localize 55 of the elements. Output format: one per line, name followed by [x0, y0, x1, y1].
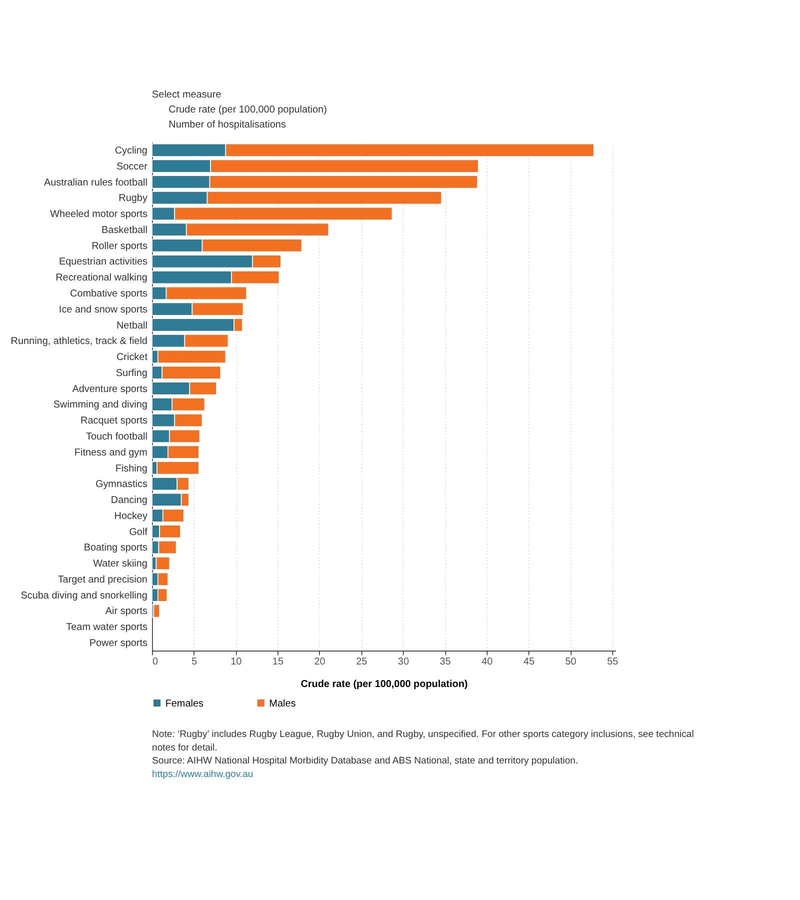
- y-tick-label: Dancing: [110, 495, 148, 506]
- text: Crude rate (per 100,000 population): [168, 104, 327, 116]
- y-tick-label: Roller sports: [92, 240, 148, 252]
- y-tick-label: Wheeled motor sports: [50, 209, 148, 220]
- bar: [153, 604, 160, 618]
- x-tick-label: 55: [607, 656, 619, 668]
- bar: [156, 556, 170, 570]
- y-tick-label: Ice and snow sports: [58, 304, 148, 316]
- y-tick-label: Fishing: [115, 463, 148, 474]
- y-tick-label: Cycling: [114, 145, 148, 156]
- source-note: Source: AIHW National Hospital Morbidity Database and ABS National, state and territory population.: [152, 756, 578, 767]
- x-tick-label: 30: [398, 656, 410, 668]
- y-tick-label: Cricket: [116, 352, 148, 364]
- y-tick-label: Swimming and diving: [53, 400, 148, 411]
- y-tick-label: Target and precision: [58, 574, 148, 586]
- y-tick-label: Boating sports: [84, 542, 148, 554]
- legend-label: Females: [165, 698, 204, 710]
- y-tick-label: Hockey: [114, 510, 148, 522]
- y-tick-label: Air sports: [105, 606, 148, 618]
- y-tick-label: Fitness and gym: [74, 447, 148, 458]
- y-tick-label: Adventure sports: [72, 384, 148, 395]
- x-tick-label: 25: [356, 656, 368, 668]
- text: Number of hospitalisations: [168, 119, 286, 130]
- x-tick-label: 20: [314, 656, 326, 668]
- y-tick-label: Scuba diving and snorkelling: [20, 590, 148, 602]
- x-tick-label: 0: [152, 656, 158, 668]
- x-tick-label: 45: [523, 656, 535, 668]
- x-tick-label: 10: [230, 656, 242, 668]
- x-tick-label: 15: [272, 656, 284, 668]
- x-tick-label: 50: [565, 656, 577, 668]
- legend-label: Males: [269, 698, 296, 710]
- y-tick-label: Equestrian activities: [58, 256, 148, 268]
- y-tick-label: Golf: [129, 526, 148, 538]
- x-tick-label: 40: [482, 656, 494, 668]
- y-tick-label: Racquet sports: [80, 416, 148, 427]
- text: Note: ‘Rugby’ includes Rugby League, Rugby Union, and Rugby, unspecified. For other sports category inclusions, see technical notes for detail.: [152, 729, 694, 754]
- x-tick-label: 35: [440, 656, 452, 668]
- y-tick-label: Recreational walking: [56, 272, 148, 284]
- y-tick-label: Rugby: [118, 193, 148, 204]
- x-axis-title: Crude rate (per 100,000 population): [300, 678, 468, 690]
- y-tick-label: Soccer: [116, 161, 148, 172]
- text: https://www.aihw.gov.au: [152, 768, 254, 780]
- y-tick-label: Australian rules football: [44, 177, 148, 188]
- text: Select measure: [152, 89, 222, 100]
- y-tick-label: Touch football: [86, 431, 148, 442]
- y-tick-label: Team water sports: [66, 622, 148, 634]
- y-tick-label: Netball: [116, 320, 148, 332]
- y-tick-label: Water skiing: [93, 558, 148, 570]
- y-tick-label: Running, athletics, track & field: [10, 336, 148, 348]
- y-tick-label: Surfing: [116, 368, 148, 379]
- y-tick-label: Combative sports: [70, 288, 148, 300]
- y-tick-label: Power sports: [89, 638, 148, 650]
- x-tick-label: 5: [192, 656, 198, 668]
- y-tick-label: Gymnastics: [95, 479, 148, 490]
- y-tick-label: Basketball: [102, 224, 148, 236]
